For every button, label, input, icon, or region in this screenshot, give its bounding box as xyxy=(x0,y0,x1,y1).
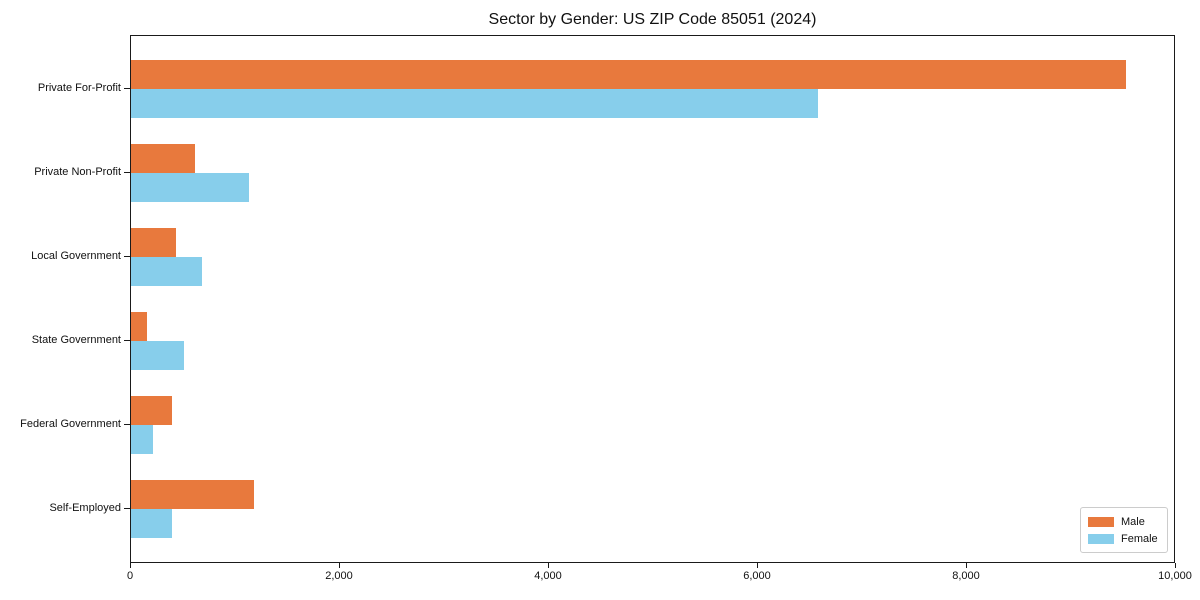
x-tick-label: 0 xyxy=(126,570,134,582)
x-tick-mark xyxy=(966,563,967,568)
bar-male-6 xyxy=(131,480,255,509)
y-tick-mark xyxy=(124,256,130,257)
chart-title: Sector by Gender: US ZIP Code 85051 (202… xyxy=(488,11,817,28)
y-tick-label: Local Government xyxy=(31,250,121,262)
x-tick-mark xyxy=(1175,563,1176,568)
x-tick-label: 4,000 xyxy=(534,570,562,582)
bar-female-3 xyxy=(131,257,203,286)
legend-label-male: Male xyxy=(1121,515,1145,528)
legend-swatch-male-icon xyxy=(1088,516,1114,527)
x-tick-label: 2,000 xyxy=(325,570,353,582)
y-tick-mark xyxy=(124,424,130,425)
bar-male-5 xyxy=(131,396,172,425)
bar-male-1 xyxy=(131,60,1126,89)
x-tick-mark xyxy=(757,563,758,568)
x-tick-mark xyxy=(130,563,131,568)
bar-male-3 xyxy=(131,228,176,257)
x-tick-label: 8,000 xyxy=(952,570,980,582)
y-tick-mark xyxy=(124,340,130,341)
bar-female-1 xyxy=(131,89,818,118)
x-tick-label: 10,000 xyxy=(1158,570,1192,582)
y-tick-label: Federal Government xyxy=(20,418,121,430)
bar-female-4 xyxy=(131,341,185,370)
bar-female-6 xyxy=(131,509,172,538)
bar-female-2 xyxy=(131,173,250,202)
legend-item-female: Female xyxy=(1088,530,1160,547)
y-tick-label: State Government xyxy=(31,334,121,346)
bar-male-2 xyxy=(131,144,195,173)
x-tick-mark xyxy=(339,563,340,568)
legend-swatch-female-icon xyxy=(1088,533,1114,544)
bar-male-4 xyxy=(131,312,147,341)
y-tick-label: Private For-Profit xyxy=(37,82,121,94)
y-tick-label: Private Non-Profit xyxy=(34,166,121,178)
legend-item-male: Male xyxy=(1088,513,1160,530)
x-tick-mark xyxy=(548,563,549,568)
x-tick-label: 6,000 xyxy=(743,570,771,582)
plot-area xyxy=(130,35,1175,563)
y-tick-label: Self-Employed xyxy=(49,502,121,514)
y-tick-mark xyxy=(124,508,130,509)
y-tick-mark xyxy=(124,88,130,89)
legend-label-female: Female xyxy=(1121,532,1158,545)
bar-female-5 xyxy=(131,425,153,454)
legend: Male Female xyxy=(1080,507,1168,553)
y-tick-mark xyxy=(124,172,130,173)
